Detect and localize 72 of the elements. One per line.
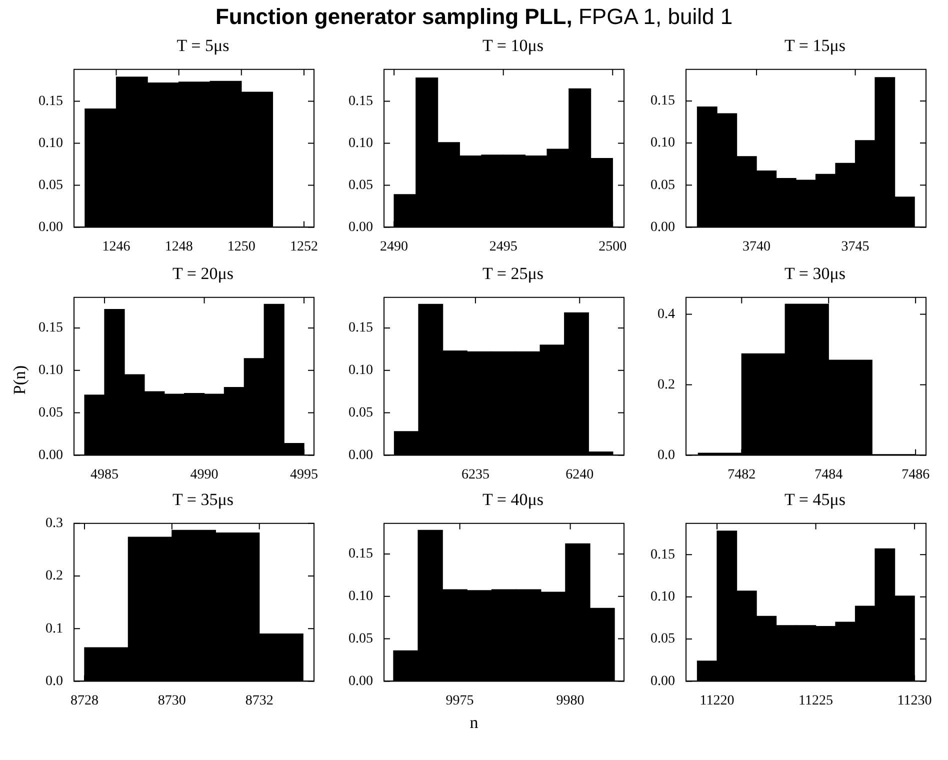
chart-title: T = 10μs [482,36,544,56]
y-tick-label: 0.05 [650,632,675,647]
y-tick-label: 0.00 [348,448,373,463]
y-tick-label: 0.15 [650,547,675,562]
chart-title: T = 30μs [784,264,846,284]
x-tick-label: 2490 [380,239,408,254]
x-tick-label: 8728 [70,693,98,708]
chart-title: T = 40μs [482,490,544,510]
y-tick-label: 0.15 [38,320,63,336]
x-tick-label: 9975 [446,693,474,708]
y-tick-label: 0.2 [658,377,675,392]
y-tick-label: 0.00 [650,220,675,235]
chart-title: T = 15μs [784,36,846,56]
y-tick-label: 0.05 [38,405,63,420]
y-tick-label: 0.10 [348,136,373,151]
x-tick-label: 2500 [598,239,627,254]
x-tick-label: 11225 [798,693,834,708]
y-tick-label: 0.15 [348,320,373,336]
y-tick-label: 0.2 [46,568,63,584]
x-tick-label: 6240 [566,467,594,482]
y-tick-label: 0.05 [38,178,63,193]
x-tick-label: 3740 [742,239,771,254]
x-tick-label: 1248 [164,239,193,254]
x-tick-label: 4985 [90,467,119,482]
x-tick-label: 6235 [461,467,490,482]
y-tick-label: 0.15 [38,94,63,109]
y-tick-label: 0.05 [650,178,675,193]
y-tick-label: 0.0 [658,448,675,463]
chart-title: T = 5μs [176,36,230,56]
y-tick-label: 0.10 [650,589,675,604]
y-tick-label: 0.0 [46,674,63,689]
y-tick-label: 0.00 [650,674,675,689]
y-tick-label: 0.10 [348,363,373,378]
x-tick-label: 3745 [841,239,870,254]
y-tick-label: 0.15 [348,94,373,109]
x-tick-label: 1246 [102,239,130,254]
y-tick-label: 0.05 [348,631,373,646]
y-tick-label: 0.10 [38,363,63,378]
y-tick-label: 0.15 [650,94,675,109]
x-tick-label: 1252 [290,239,318,254]
y-tick-label: 0.00 [38,220,63,235]
x-tick-label: 7484 [814,467,843,482]
y-axis-title: P(n) [10,364,30,397]
x-tick-label: 8730 [158,693,186,708]
y-tick-label: 0.1 [46,621,63,636]
y-tick-label: 0.05 [348,178,373,193]
chart-title: T = 35μs [172,490,234,510]
x-tick-label: 9980 [556,693,584,708]
x-tick-label: 1250 [227,239,256,254]
x-tick-label: 11230 [897,693,932,708]
y-tick-label: 0.10 [348,589,373,604]
x-tick-label: 4995 [290,467,318,482]
y-tick-label: 0.05 [348,405,373,420]
y-tick-label: 0.10 [38,136,63,151]
y-tick-label: 0.4 [658,306,675,322]
x-tick-label: 7482 [728,467,756,482]
y-tick-label: 0.00 [348,674,373,689]
x-tick-label: 4990 [190,467,218,482]
y-tick-label: 0.00 [348,220,373,235]
y-tick-label: 0.15 [348,546,373,562]
x-tick-label: 7486 [902,467,930,482]
x-tick-label: 2495 [489,239,518,254]
y-tick-label: 0.00 [38,448,63,463]
y-tick-label: 0.10 [650,136,675,151]
y-tick-label: 0.3 [46,516,63,532]
x-tick-label: 11220 [700,693,734,708]
chart-title: T = 45μs [784,490,846,510]
text: Function generator sampling PLL, FPGA 1, build 1 [214,4,734,30]
x-tick-label: 8732 [245,693,274,708]
x-axis-title: n [468,713,480,733]
chart-title: T = 20μs [172,264,234,284]
chart-title: T = 25μs [482,264,544,284]
